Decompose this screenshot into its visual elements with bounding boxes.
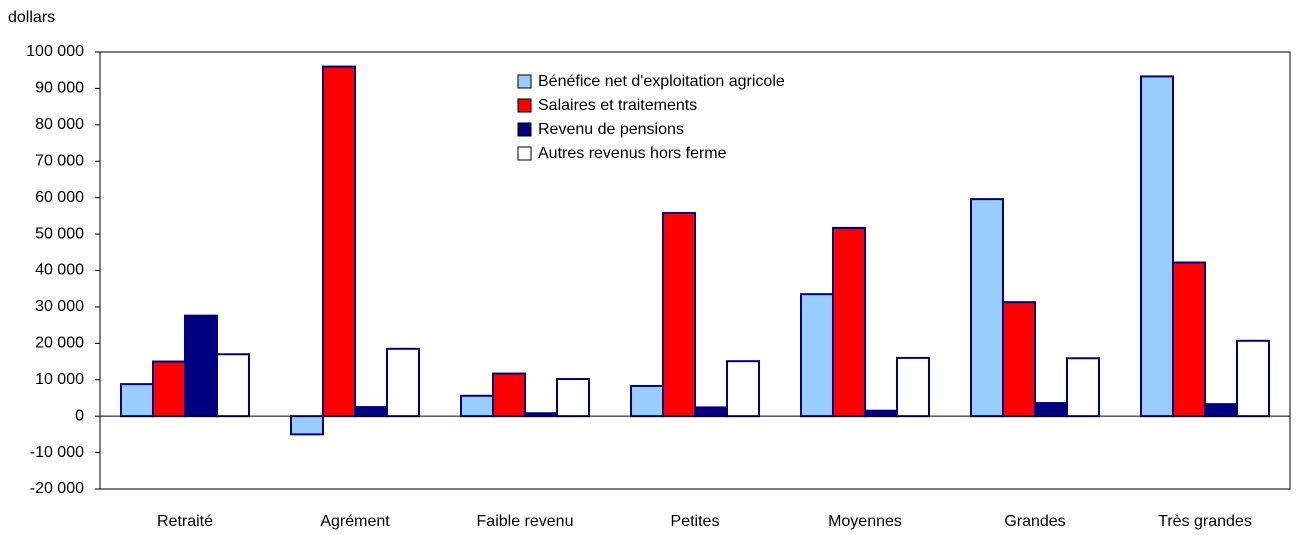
bar xyxy=(120,383,154,418)
legend-label: Autres revenus hors ferme xyxy=(538,145,727,162)
bar xyxy=(864,409,898,418)
bar xyxy=(354,406,388,418)
bar xyxy=(184,314,218,418)
y-tick-label: 50 000 xyxy=(35,225,84,242)
legend-label: Salaires et traitements xyxy=(538,97,697,114)
legend-swatch xyxy=(517,146,532,161)
bar xyxy=(216,353,250,418)
legend-label: Bénéfice net d'exploitation agricole xyxy=(538,73,785,90)
legend-swatch xyxy=(517,122,532,137)
y-tick-label: 40 000 xyxy=(35,262,84,279)
x-tick-label: Agrément xyxy=(320,513,390,530)
y-tick-label: 70 000 xyxy=(35,152,84,169)
x-tick-label: Faible revenu xyxy=(477,513,574,530)
x-tick-label: Retraité xyxy=(157,513,213,530)
x-tick-label: Grandes xyxy=(1004,513,1065,530)
bar xyxy=(726,360,760,418)
bar xyxy=(1172,261,1206,418)
bar xyxy=(290,415,324,436)
y-tick-label: -10 000 xyxy=(30,444,84,461)
y-tick-label: 30 000 xyxy=(35,298,84,315)
bar xyxy=(492,372,526,418)
bar xyxy=(1204,403,1238,418)
bar xyxy=(460,394,494,418)
legend-swatch xyxy=(517,98,532,113)
bar xyxy=(152,360,186,418)
y-tick-label: 90 000 xyxy=(35,80,84,97)
x-tick-label: Petites xyxy=(671,513,720,530)
bar xyxy=(1140,75,1174,418)
y-tick-label: -20 000 xyxy=(30,480,84,497)
bar xyxy=(694,406,728,418)
bar xyxy=(662,211,696,418)
x-tick-label: Très grandes xyxy=(1158,513,1252,530)
plot-frame xyxy=(99,51,1291,490)
y-tick-label: 100 000 xyxy=(26,43,84,60)
bar xyxy=(970,198,1004,418)
y-tick-label: 20 000 xyxy=(35,335,84,352)
bar xyxy=(1002,301,1036,418)
bar xyxy=(1066,357,1100,418)
y-axis-label: dollars xyxy=(8,9,55,26)
y-tick-label: 0 xyxy=(75,407,84,424)
bar xyxy=(386,347,420,418)
bar xyxy=(630,384,664,418)
x-tick-label: Moyennes xyxy=(828,513,902,530)
y-tick-label: 10 000 xyxy=(35,371,84,388)
bar xyxy=(1236,339,1270,418)
bar xyxy=(832,226,866,418)
bar xyxy=(1034,402,1068,418)
legend-label: Revenu de pensions xyxy=(538,121,684,138)
legend-swatch xyxy=(517,74,532,89)
bar xyxy=(896,356,930,418)
y-tick-label: 80 000 xyxy=(35,116,84,133)
bar xyxy=(322,65,356,418)
y-tick-label: 60 000 xyxy=(35,189,84,206)
bar xyxy=(800,293,834,418)
bar xyxy=(556,378,590,418)
